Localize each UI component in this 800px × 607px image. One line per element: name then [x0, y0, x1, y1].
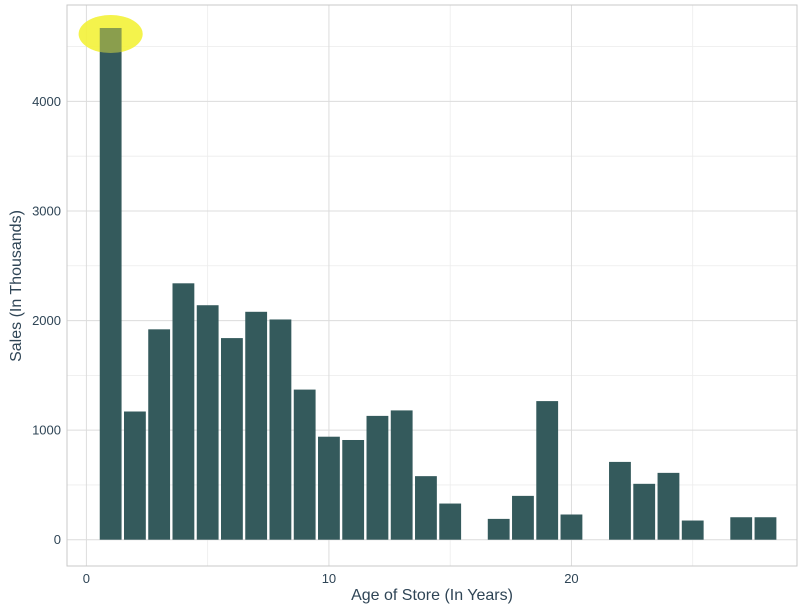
- bar: [560, 514, 583, 540]
- bar: [342, 439, 365, 540]
- x-axis-title: Age of Store (In Years): [351, 587, 513, 604]
- bar: [633, 483, 656, 540]
- y-tick-label: 4000: [32, 94, 61, 109]
- bar: [318, 436, 340, 540]
- bar: [536, 401, 559, 540]
- bars: [99, 28, 777, 540]
- bar: [730, 517, 753, 540]
- bar: [754, 517, 777, 540]
- bar: [415, 476, 437, 540]
- bar: [123, 411, 146, 540]
- x-tick-label: 0: [83, 571, 90, 586]
- bar: [366, 415, 389, 540]
- bar: [245, 311, 268, 540]
- bar: [269, 319, 292, 540]
- y-tick-label: 1000: [32, 423, 61, 438]
- bar: [487, 518, 510, 540]
- bar: [512, 495, 534, 540]
- y-tick-label: 0: [54, 532, 61, 547]
- y-tick-labels: 0 1000 2000 3000 4000: [32, 94, 61, 547]
- y-tick-label: 2000: [32, 313, 61, 328]
- x-tick-label: 20: [564, 571, 578, 586]
- bar: [221, 338, 243, 540]
- bar: [681, 520, 704, 540]
- bar: [99, 28, 122, 540]
- y-axis-title: Sales (In Thousands): [8, 210, 25, 362]
- plot-border: [66, 4, 798, 567]
- bar: [390, 410, 413, 540]
- bar: [439, 503, 462, 540]
- bar: [609, 461, 631, 540]
- bar: [196, 305, 219, 540]
- bar: [172, 283, 195, 540]
- x-tick-labels: 0 10 20: [83, 571, 579, 586]
- highlight-overlay: [78, 15, 143, 54]
- bar: [148, 329, 171, 540]
- bar: [293, 389, 316, 540]
- x-tick-label: 10: [322, 571, 336, 586]
- y-tick-label: 3000: [32, 203, 61, 218]
- bar: [657, 472, 680, 540]
